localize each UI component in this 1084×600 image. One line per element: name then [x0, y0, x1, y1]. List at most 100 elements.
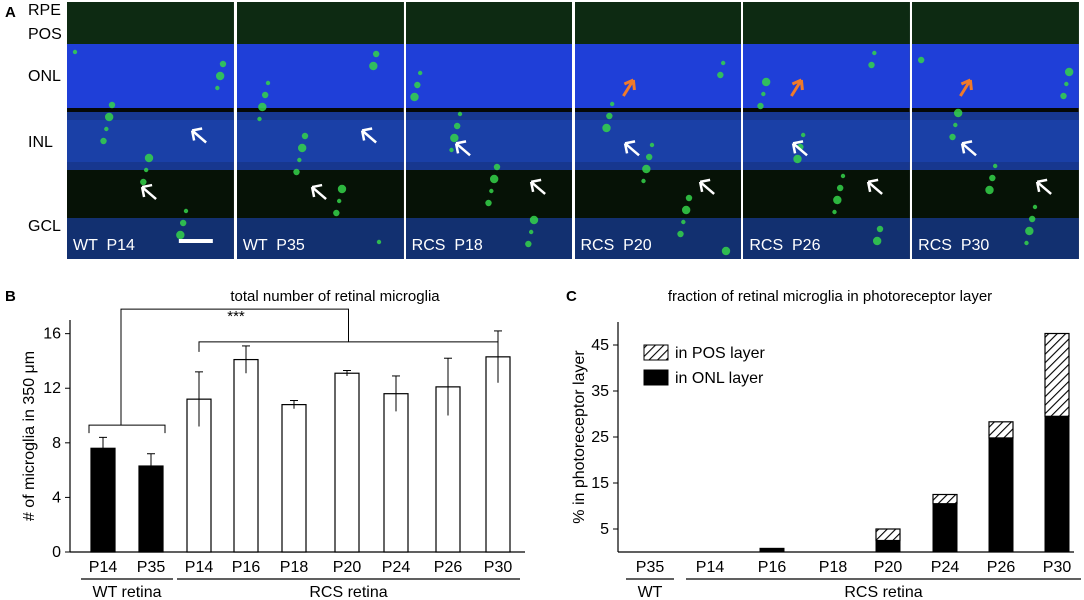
x-tick-label: P18: [819, 559, 848, 576]
microglia-cell: [1029, 215, 1036, 223]
microglia-cell: [949, 133, 956, 141]
onl-layer: [574, 44, 742, 108]
layer-label-onl: ONL: [28, 68, 61, 85]
microglia-cell: [297, 143, 307, 153]
x-tick-label: P14: [185, 559, 214, 576]
y-tick-label: 15: [591, 475, 609, 492]
microglia-cell: [144, 153, 154, 163]
scale-bar: [178, 239, 213, 243]
x-tick-label: P20: [874, 559, 903, 576]
micrograph-image: [405, 2, 573, 259]
chart-c: 5 15 25 35 45% in photoreceptor layer P35 P14 P…: [571, 322, 1081, 600]
microglia-cell: [1032, 204, 1038, 210]
microglia-cell: [601, 123, 611, 133]
group-label: RCS retina: [844, 584, 922, 600]
microglia-cell: [832, 209, 838, 215]
inl-core: [743, 120, 911, 162]
micrograph-caption: WT P35: [242, 237, 305, 254]
white-arrow: [310, 183, 327, 200]
microglia-cell: [265, 80, 271, 86]
y-tick-label: 16: [43, 326, 61, 343]
bar: [233, 358, 259, 553]
microglia-cell: [301, 132, 309, 140]
microglia-cell: [605, 112, 613, 120]
bar-pos: [988, 421, 1014, 439]
white-arrow: [454, 140, 471, 157]
gcl-layer: [912, 218, 1079, 259]
microglia-cell: [372, 50, 380, 58]
x-tick-label: P24: [931, 559, 960, 576]
x-tick-label: P18: [280, 559, 309, 576]
microglia-cell: [649, 142, 654, 148]
x-tick-label: P35: [137, 559, 166, 576]
micrograph-image: [912, 2, 1079, 259]
microglia-cell: [1065, 67, 1074, 77]
comparison-bracket: [120, 308, 349, 426]
micrograph: RCS P20: [574, 2, 742, 259]
rcs-bracket: [198, 341, 499, 352]
layer-label-gcl: GCL: [28, 218, 61, 235]
x-tick-label: P24: [382, 559, 411, 576]
microglia-cell: [872, 50, 877, 56]
micrograph-caption: RCS P26: [749, 237, 821, 254]
x-tick-label: P16: [758, 559, 787, 576]
x-tick-label: P26: [434, 559, 463, 576]
microglia-cell: [368, 61, 378, 71]
microglia-cell: [833, 195, 842, 205]
microglia-cell: [676, 230, 684, 238]
ipl-layer: [743, 170, 911, 218]
microglia-cell: [296, 157, 302, 163]
onl-layer: [912, 44, 1079, 108]
microglia-cell: [417, 70, 423, 76]
microglia-cell: [801, 132, 806, 138]
wt-bracket: [88, 424, 166, 434]
microglia-cell: [484, 199, 492, 207]
panel-b-letter: B: [5, 288, 16, 305]
y-tick-label: 12: [43, 380, 61, 397]
layer-label-inl: INL: [28, 134, 53, 151]
pos-layer: [574, 2, 742, 44]
gcl-layer: [405, 218, 573, 259]
x-tick-label: P14: [89, 559, 118, 576]
microglia-cell: [257, 102, 267, 112]
layer-label-pos: POS: [28, 26, 62, 43]
micrograph-strip: WT P14 WT P35 RCS P18 RCS P20 RCS P26 RCS P30: [67, 2, 1080, 259]
panel-a-letter: A: [5, 4, 16, 21]
microglia-cell: [493, 163, 500, 171]
microglia-cell: [100, 137, 107, 145]
bar-pos: [875, 528, 901, 542]
microglia-cell: [953, 122, 958, 128]
microglia-cell: [449, 133, 459, 143]
orange-arrow: [621, 78, 636, 97]
legend-swatch: [643, 344, 669, 361]
micrograph: RCS P26: [743, 2, 911, 259]
micrograph-caption: RCS P30: [918, 237, 990, 254]
x-tick-label: P26: [987, 559, 1016, 576]
pos-layer: [912, 2, 1079, 44]
bar-onl: [759, 547, 785, 553]
microglia-cell: [757, 102, 765, 110]
micrograph-image: [67, 2, 234, 259]
chart-b-title: total number of retinal microglia: [230, 288, 440, 305]
y-tick-label: 25: [591, 429, 609, 446]
significance-label: ***: [227, 308, 245, 325]
white-arrow: [360, 127, 377, 144]
group-label: WT: [638, 584, 663, 600]
group-label: WT retina: [92, 584, 161, 600]
y-tick-label: 35: [591, 383, 609, 400]
microglia-cell: [681, 205, 690, 215]
micrograph-caption: RCS P18: [411, 237, 483, 254]
y-tick-label: 4: [52, 489, 61, 506]
microglia-cell: [1064, 81, 1069, 87]
white-arrow: [867, 178, 884, 195]
bar-pos: [1044, 332, 1070, 417]
micrograph-image: [743, 2, 911, 259]
microglia-cell: [376, 239, 382, 245]
microglia-cell: [680, 219, 686, 225]
white-arrow: [792, 140, 809, 157]
group-label: RCS retina: [309, 584, 387, 600]
bar: [138, 465, 164, 553]
white-arrow: [190, 127, 207, 144]
microglia-cell: [1024, 240, 1029, 246]
microglia-cell: [841, 173, 846, 179]
